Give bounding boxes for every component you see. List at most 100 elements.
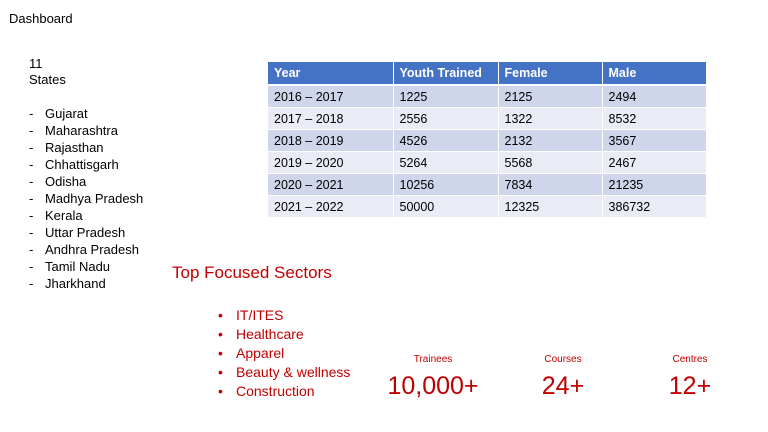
courses-label: Courses (544, 354, 582, 365)
trainees-label: Trainees (413, 354, 453, 365)
cell-female: 2125 (498, 85, 603, 108)
states-summary: 11 States (29, 56, 66, 88)
table-row: 2021 – 2022 50000 12325 386732 (268, 195, 706, 218)
state-name: Kerala (45, 208, 83, 223)
cell-year: 2021 – 2022 (268, 195, 394, 218)
bullet-icon: • (218, 383, 223, 399)
centres-label: Centres (672, 354, 708, 365)
table-row: 2018 – 2019 4526 2132 3567 (268, 129, 706, 152)
cell-year: 2016 – 2017 (268, 85, 394, 108)
cell-year: 2020 – 2021 (268, 173, 394, 196)
state-name: Gujarat (45, 106, 88, 121)
state-name: Jharkhand (45, 276, 106, 291)
states-label: States (29, 72, 66, 87)
states-list: - Gujarat - Maharashtra - Rajasthan - Chhatt… (29, 105, 143, 292)
dash-marker: - (29, 157, 34, 172)
cell-male: 386732 (602, 195, 706, 218)
column-header-year: Year (268, 62, 394, 86)
sector-name: IT/ITES (236, 307, 284, 323)
sector-name: Apparel (236, 345, 285, 361)
sector-name: Beauty & wellness (236, 364, 351, 380)
list-item: - Tamil Nadu (29, 258, 143, 275)
state-name: Maharashtra (45, 123, 118, 138)
cell-male: 2467 (602, 151, 706, 174)
cell-female: 2132 (498, 129, 603, 152)
cell-female: 1322 (498, 107, 603, 130)
cell-year: 2018 – 2019 (268, 129, 394, 152)
centres-stat: Centres 12+ (655, 353, 725, 401)
table-row: 2017 – 2018 2556 1322 8532 (268, 107, 706, 130)
training-stats-table: Year Youth Trained Female Male 2016 – 20… (268, 62, 706, 218)
cell-female: 12325 (498, 195, 603, 218)
dash-marker: - (29, 123, 34, 138)
cell-male: 8532 (602, 107, 706, 130)
courses-stat: Courses 24+ (528, 353, 598, 401)
cell-youth-trained: 10256 (393, 173, 499, 196)
list-item: - Andhra Pradesh (29, 241, 143, 258)
table-row: 2019 – 2020 5264 5568 2467 (268, 151, 706, 174)
cell-youth-trained: 1225 (393, 85, 499, 108)
state-name: Tamil Nadu (45, 259, 111, 274)
column-header-male: Male (602, 62, 706, 86)
state-name: Andhra Pradesh (45, 242, 139, 257)
list-item: • Construction (218, 382, 350, 401)
list-item: • Beauty & wellness (218, 363, 350, 382)
table-row: 2020 – 2021 10256 7834 21235 (268, 173, 706, 196)
dash-marker: - (29, 225, 34, 240)
trainees-stat: Trainees 10,000+ (383, 353, 483, 401)
sectors-list: • IT/ITES • Healthcare • Apparel • Beauty & … (218, 306, 350, 401)
dash-marker: - (29, 242, 34, 257)
centres-value: 12+ (668, 372, 712, 400)
cell-year: 2019 – 2020 (268, 151, 394, 174)
list-item: - Kerala (29, 207, 143, 224)
list-item: - Jharkhand (29, 275, 143, 292)
dash-marker: - (29, 174, 34, 189)
list-item: - Madhya Pradesh (29, 190, 143, 207)
cell-female: 5568 (498, 151, 603, 174)
cell-youth-trained: 50000 (393, 195, 499, 218)
cell-female: 7834 (498, 173, 603, 196)
table-row: 2016 – 2017 1225 2125 2494 (268, 85, 706, 108)
trainees-value: 10,000+ (387, 372, 479, 400)
cell-male: 3567 (602, 129, 706, 152)
list-item: - Maharashtra (29, 122, 143, 139)
dash-marker: - (29, 208, 34, 223)
state-name: Chhattisgarh (45, 157, 119, 172)
courses-value: 24+ (541, 372, 585, 400)
list-item: • Healthcare (218, 325, 350, 344)
cell-youth-trained: 2556 (393, 107, 499, 130)
list-item: - Gujarat (29, 105, 143, 122)
list-item: - Uttar Pradesh (29, 224, 143, 241)
list-item: • Apparel (218, 344, 350, 363)
dash-marker: - (29, 191, 34, 206)
page-title: Dashboard (9, 11, 73, 26)
sector-name: Healthcare (236, 326, 304, 342)
list-item: - Chhattisgarh (29, 156, 143, 173)
list-item: - Odisha (29, 173, 143, 190)
state-name: Madhya Pradesh (45, 191, 144, 206)
bullet-icon: • (218, 345, 223, 361)
list-item: • IT/ITES (218, 306, 350, 325)
state-name: Odisha (45, 174, 87, 189)
cell-year: 2017 – 2018 (268, 107, 394, 130)
bullet-icon: • (218, 326, 223, 342)
column-header-youth-trained: Youth Trained (393, 62, 499, 86)
table-header-row: Year Youth Trained Female Male (268, 62, 706, 86)
bullet-icon: • (218, 307, 223, 323)
dash-marker: - (29, 276, 34, 291)
cell-youth-trained: 5264 (393, 151, 499, 174)
cell-male: 2494 (602, 85, 706, 108)
states-count: 11 (29, 56, 43, 71)
dash-marker: - (29, 140, 34, 155)
dash-marker: - (29, 259, 34, 274)
dash-marker: - (29, 106, 34, 121)
cell-male: 21235 (602, 173, 706, 196)
bullet-icon: • (218, 364, 223, 380)
list-item: - Rajasthan (29, 139, 143, 156)
state-name: Rajasthan (45, 140, 104, 155)
cell-youth-trained: 4526 (393, 129, 499, 152)
column-header-female: Female (498, 62, 603, 86)
sectors-heading: Top Focused Sectors (172, 263, 332, 282)
sector-name: Construction (236, 383, 315, 399)
state-name: Uttar Pradesh (45, 225, 126, 240)
